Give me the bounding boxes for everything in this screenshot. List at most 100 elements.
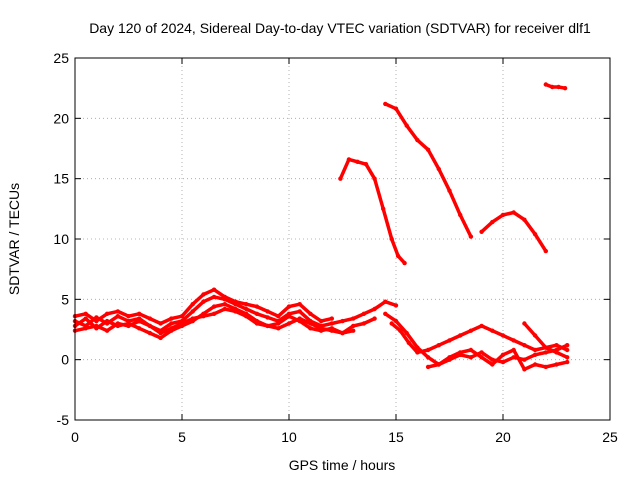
data-point [338,176,343,181]
data-point [308,321,313,326]
series-arc-3 [72,287,334,326]
data-point [398,328,403,333]
data-point [436,362,441,367]
data-point [500,212,506,218]
data-point [254,311,260,316]
data-point [383,299,388,304]
data-point [372,306,377,312]
series-arc-4 [72,306,377,336]
data-point [479,350,484,355]
data-point [94,318,99,324]
data-point [222,294,227,300]
data-point [83,311,88,316]
data-point [425,147,431,152]
data-point [286,321,292,326]
y-tick-label: 25 [53,50,69,66]
data-point [383,311,388,316]
data-point [479,229,484,234]
y-tick-label: 10 [53,231,69,247]
data-point [190,309,195,314]
data-point [468,328,474,333]
data-point [104,311,110,316]
series-arc-9 [338,157,407,266]
data-point [137,326,142,331]
data-point [372,176,377,181]
data-point [190,302,195,307]
data-point [329,328,334,333]
y-tick-label: 0 [61,352,69,368]
data-point [169,321,174,326]
x-tick-label: 0 [71,429,79,445]
data-point [393,106,399,111]
data-point [479,355,484,360]
data-point [340,318,345,324]
data-point [554,343,559,348]
data-point [179,321,185,326]
data-point [329,316,334,321]
data-point [554,362,559,367]
data-point [402,260,407,266]
data-point [147,316,153,321]
data-point [265,315,270,320]
data-point [94,323,99,329]
data-point [158,321,163,326]
data-point [351,328,356,333]
data-point [381,206,386,211]
data-point [137,318,142,324]
data-point [425,364,431,370]
data-point [286,314,292,319]
data-point [543,248,548,254]
data-point [543,82,548,87]
data-point [222,306,227,312]
data-point [104,318,110,324]
series-arc-11 [479,210,548,254]
data-point [297,309,302,314]
data-point [500,352,506,357]
data-point [458,212,463,218]
y-axis-label: SDTVAR / TECUs [6,183,22,295]
data-point [222,302,227,307]
data-point [126,323,131,329]
data-point [522,217,527,222]
data-point [393,318,399,324]
data-point [211,287,217,292]
data-point [355,159,360,164]
x-tick-label: 15 [388,429,404,445]
data-point [479,323,484,329]
data-point [201,314,206,319]
data-point [500,333,506,338]
data-point [276,314,281,319]
data-point [276,321,281,326]
data-point [158,335,163,341]
data-point [447,188,452,193]
data-point [244,306,249,312]
data-point [490,357,495,362]
data-point [340,330,345,336]
data-point [297,316,302,321]
data-point [532,347,538,353]
data-point [265,323,270,329]
data-point [363,162,369,167]
data-point [201,299,206,304]
data-point [233,299,238,304]
data-point [447,338,452,343]
data-point [522,321,527,326]
data-point [286,304,292,309]
data-point [511,210,516,215]
series-line [544,82,567,90]
data-point [389,236,394,242]
data-point [297,302,302,307]
data-point [565,359,570,365]
data-point [318,326,324,331]
data-point [137,311,142,316]
y-tick-label: 20 [53,110,69,126]
data-point [468,234,474,239]
y-tick-label: -5 [57,412,70,428]
data-point [276,326,281,331]
data-point [254,304,260,309]
data-point [126,314,131,319]
y-tick-label: 15 [53,171,69,187]
